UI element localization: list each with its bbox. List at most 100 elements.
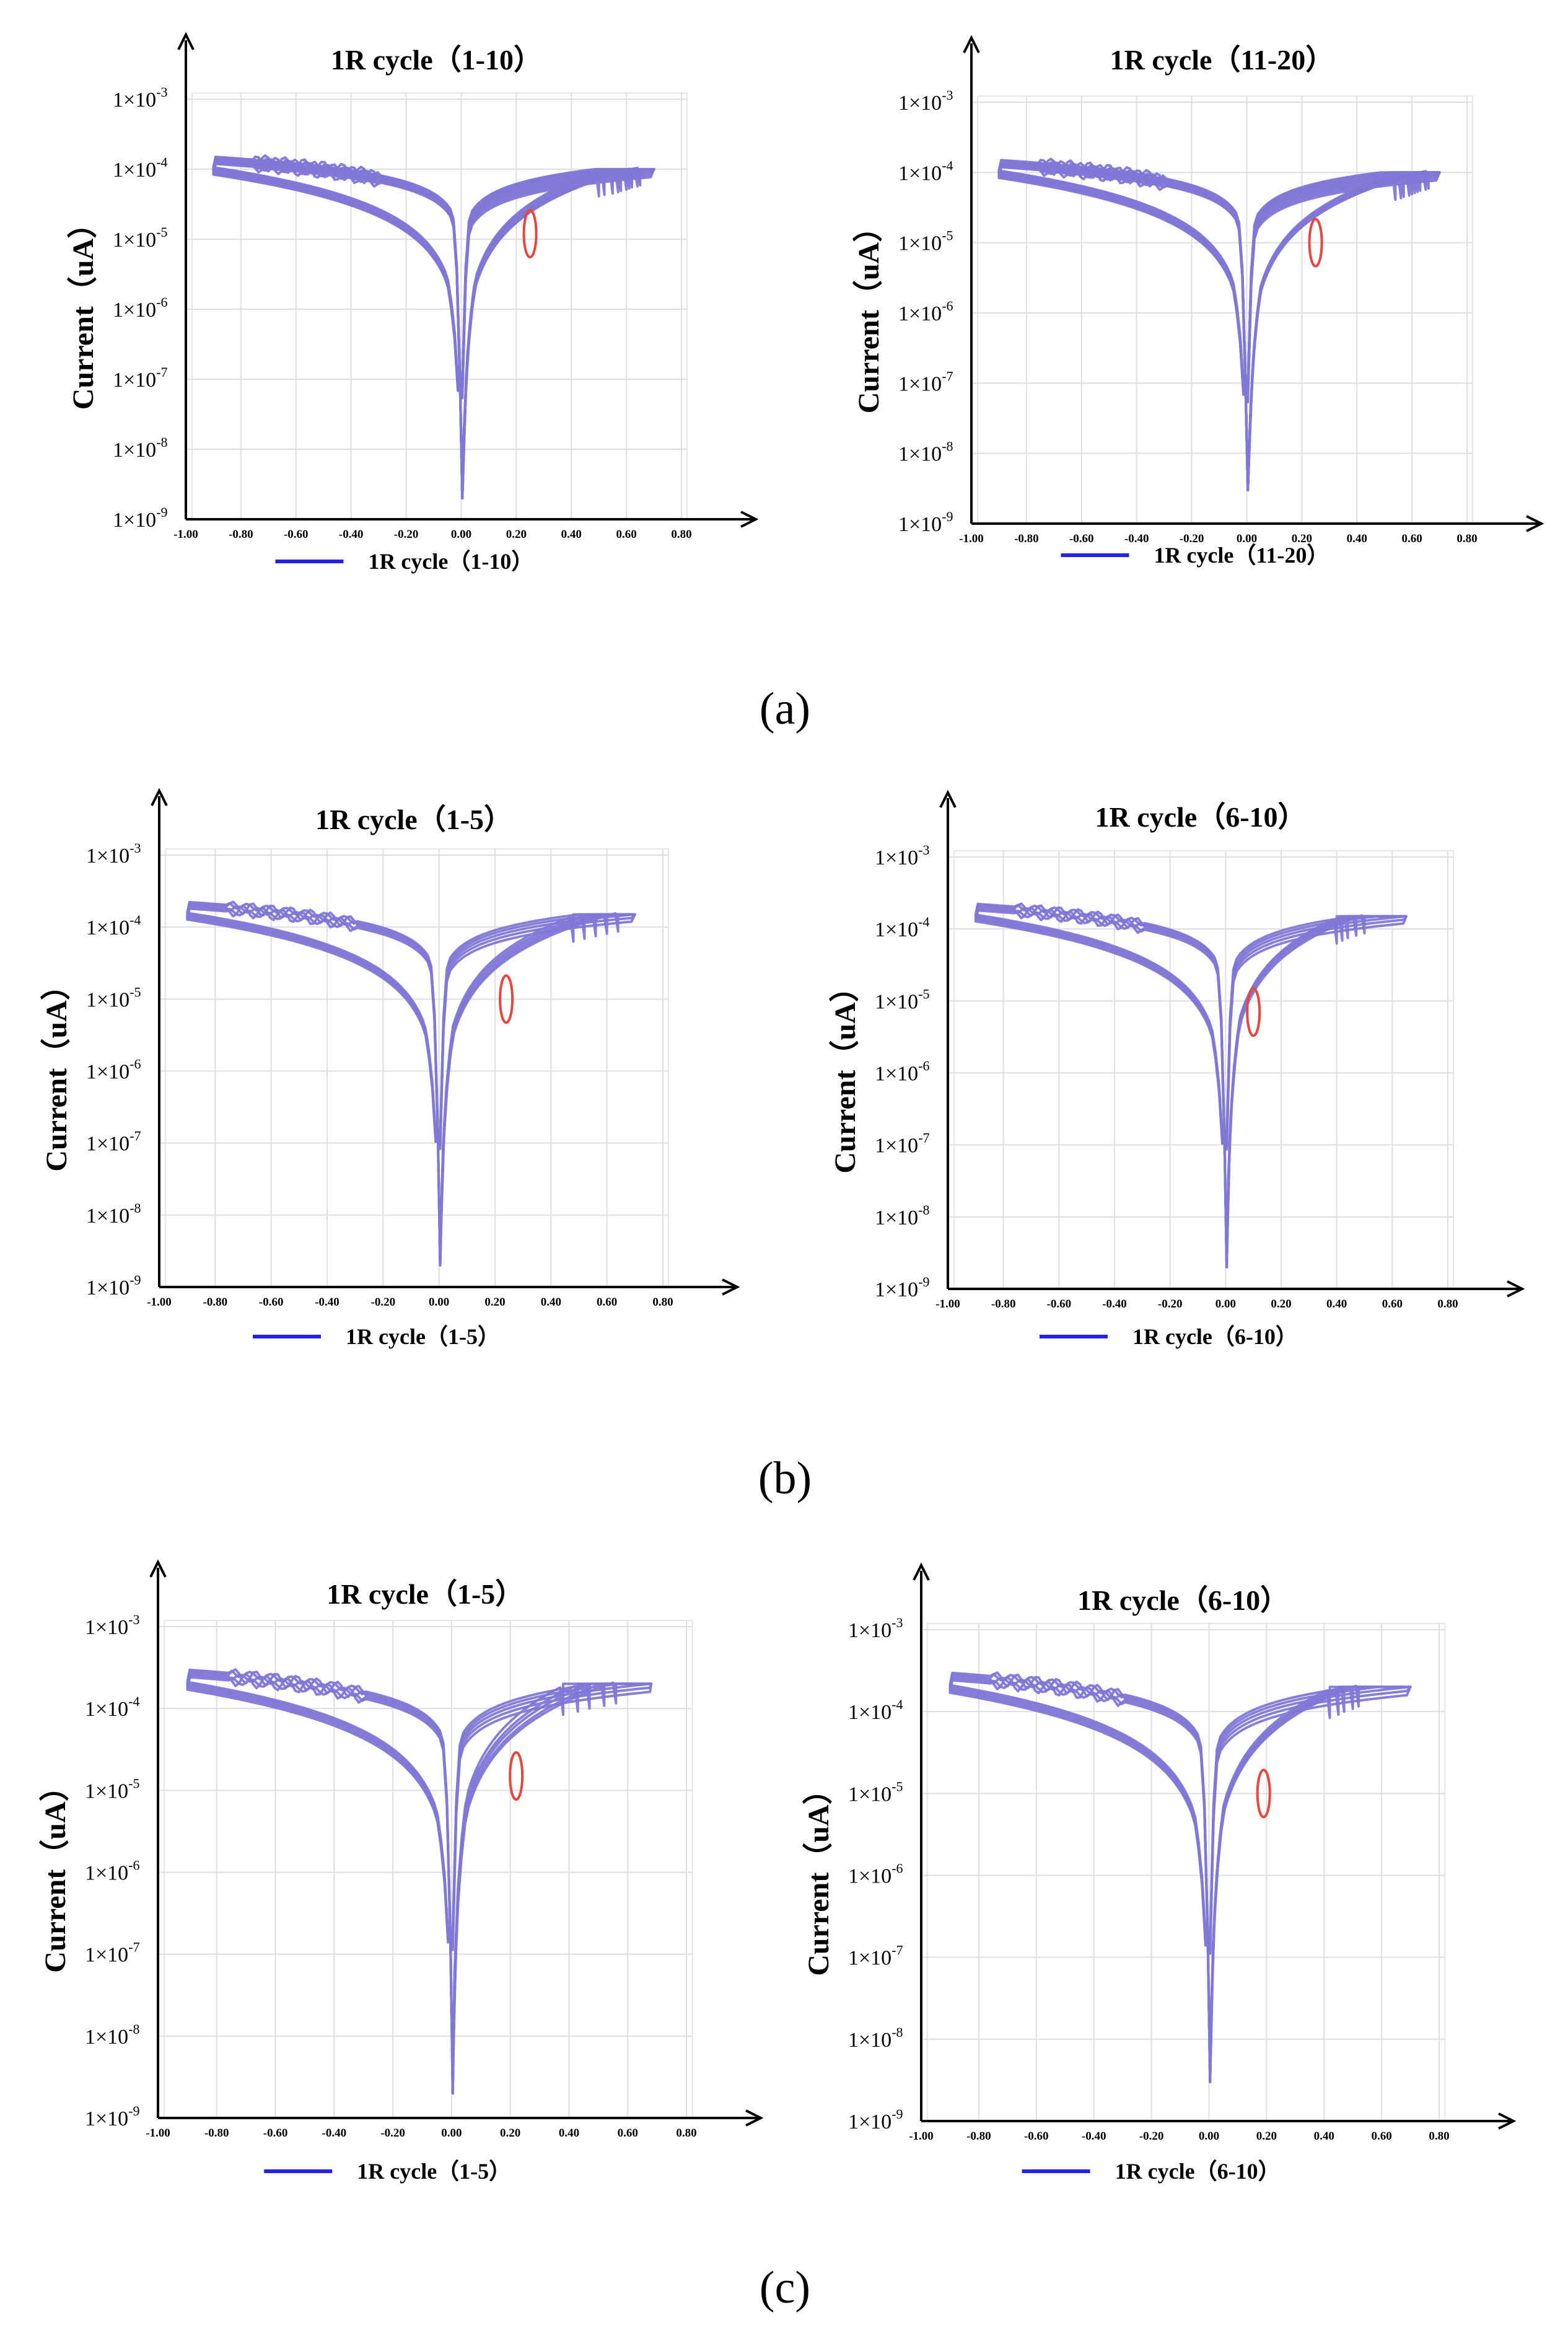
y-tick-label: 1×10-5 — [875, 986, 930, 1013]
panels: 1×10-91×10-81×10-71×10-61×10-51×10-41×10… — [39, 32, 1544, 2184]
curves — [186, 900, 636, 1267]
y-tick-mantissa: 1×10 — [875, 846, 918, 869]
y-tick-exponent: -3 — [891, 1615, 903, 1630]
x-tick-label: 0.40 — [1347, 532, 1367, 545]
y-tick-exponent: -3 — [128, 1612, 139, 1627]
y-tick-label: 1×10-9 — [875, 1274, 930, 1301]
y-tick-exponent: -4 — [942, 157, 953, 173]
x-tick-label: 0.80 — [1429, 2130, 1449, 2143]
y-tick-exponent: -9 — [942, 509, 953, 524]
y-tick-exponent: -9 — [128, 2103, 139, 2119]
y-tick-label: 1×10-7 — [898, 368, 953, 395]
iv-curve-cycle-2 — [974, 906, 1408, 1268]
legend-label: 1R cycle（6-10） — [1115, 2159, 1281, 2184]
chart-c-right: 1×10-91×10-81×10-71×10-61×10-51×10-41×10… — [802, 1562, 1517, 2184]
x-axis-arrow — [722, 1278, 740, 1296]
iv-curve-cycle-5 — [186, 1668, 653, 2095]
y-tick-mantissa: 1×10 — [875, 990, 918, 1013]
x-tick-label: -1.00 — [959, 532, 984, 545]
x-tick-label: 0.00 — [1237, 532, 1257, 545]
y-tick-exponent: -6 — [128, 1858, 139, 1873]
y-tick-mantissa: 1×10 — [898, 302, 942, 325]
x-tick-label: -1.00 — [935, 1298, 960, 1311]
legend-label: 1R cycle（1-10） — [368, 549, 533, 574]
y-tick-mantissa: 1×10 — [113, 89, 156, 112]
y-tick-label: 1×10-6 — [113, 294, 168, 322]
x-axis-arrow — [1507, 1280, 1525, 1298]
y-tick-label: 1×10-5 — [86, 984, 141, 1011]
y-tick-exponent: -5 — [129, 984, 141, 999]
x-tick-label: 0.40 — [559, 2127, 579, 2140]
x-tick-label: -0.20 — [380, 2127, 405, 2140]
y-tick-exponent: -7 — [918, 1130, 929, 1146]
y-tick-label: 1×10-8 — [898, 439, 953, 466]
x-tick-label: -1.00 — [909, 2130, 934, 2143]
y-tick-exponent: -3 — [942, 87, 953, 103]
y-tick-label: 1×10-3 — [113, 84, 168, 112]
y-tick-mantissa: 1×10 — [86, 1133, 129, 1156]
y-tick-mantissa: 1×10 — [85, 1944, 128, 1967]
x-tick-label: -0.60 — [1069, 532, 1094, 545]
y-tick-label: 1×10-3 — [848, 1615, 903, 1642]
legend-label: 1R cycle（11-20） — [1154, 543, 1329, 568]
curves — [948, 1671, 1412, 2083]
x-tick-label: 0.60 — [1401, 532, 1422, 545]
y-tick-mantissa: 1×10 — [85, 1698, 128, 1721]
y-tick-mantissa: 1×10 — [85, 1616, 128, 1639]
x-tick-label: -0.20 — [1158, 1298, 1183, 1311]
y-axis-label: Current（uA） — [40, 970, 73, 1171]
y-axis-label: Current（uA） — [802, 1775, 835, 1975]
chart-title: 1R cycle（1-5） — [315, 804, 512, 835]
x-tick-label: 0.40 — [1314, 2130, 1334, 2143]
y-tick-label: 1×10-3 — [875, 842, 930, 869]
y-tick-exponent: -8 — [128, 2021, 139, 2037]
y-tick-mantissa: 1×10 — [86, 916, 129, 939]
y-tick-exponent: -5 — [942, 228, 953, 244]
y-tick-exponent: -7 — [891, 1943, 903, 1958]
x-tick-label: -0.40 — [339, 528, 364, 541]
chart-b-left: 1×10-91×10-81×10-71×10-61×10-51×10-41×10… — [40, 788, 740, 1349]
y-tick-exponent: -8 — [918, 1202, 929, 1218]
y-tick-mantissa: 1×10 — [113, 369, 156, 392]
y-tick-mantissa: 1×10 — [848, 1947, 891, 1970]
x-tick-label: -0.80 — [203, 1296, 228, 1309]
y-tick-mantissa: 1×10 — [898, 513, 942, 536]
y-tick-mantissa: 1×10 — [898, 232, 942, 255]
y-tick-mantissa: 1×10 — [113, 299, 156, 322]
y-tick-exponent: -5 — [128, 1775, 139, 1791]
y-tick-mantissa: 1×10 — [86, 845, 129, 868]
y-tick-label: 1×10-9 — [898, 509, 953, 536]
x-tick-label: 0.40 — [1326, 1298, 1347, 1311]
x-tick-label: 0.20 — [1292, 532, 1312, 545]
x-tick-label: 0.80 — [671, 528, 691, 541]
y-axis-arrow — [963, 35, 980, 53]
x-tick-label: 0.60 — [616, 528, 636, 541]
highlight-marker — [1256, 1768, 1271, 1819]
y-tick-mantissa: 1×10 — [85, 1780, 128, 1803]
y-tick-exponent: -6 — [942, 298, 953, 314]
x-tick-label: 0.80 — [1437, 1298, 1458, 1311]
y-tick-mantissa: 1×10 — [875, 1135, 918, 1158]
x-tick-label: -0.20 — [394, 528, 419, 541]
x-tick-label: -0.20 — [1139, 2130, 1164, 2143]
x-tick-label: 0.20 — [500, 2127, 520, 2140]
y-tick-label: 1×10-8 — [86, 1200, 141, 1228]
caption-b: (b) — [758, 1453, 812, 1504]
y-tick-exponent: -8 — [129, 1200, 141, 1216]
x-axis-arrow — [745, 2109, 764, 2127]
x-tick-label: -0.80 — [229, 528, 253, 541]
y-tick-mantissa: 1×10 — [848, 1783, 891, 1806]
chart-title: 1R cycle（1-10） — [331, 44, 542, 76]
chart-a-right: 1×10-91×10-81×10-71×10-61×10-51×10-41×10… — [852, 35, 1544, 568]
y-tick-label: 1×10-5 — [898, 228, 953, 255]
x-axis-arrow — [1498, 2112, 1517, 2130]
y-tick-label: 1×10-8 — [848, 2024, 903, 2052]
y-tick-label: 1×10-9 — [113, 504, 168, 532]
iv-curve-cycle-4 — [186, 900, 636, 1267]
legend-label: 1R cycle（1-5） — [346, 1324, 500, 1349]
x-tick-label: 0.60 — [1371, 2130, 1391, 2143]
y-tick-exponent: -9 — [891, 2106, 903, 2122]
x-tick-label: -0.80 — [204, 2127, 229, 2140]
